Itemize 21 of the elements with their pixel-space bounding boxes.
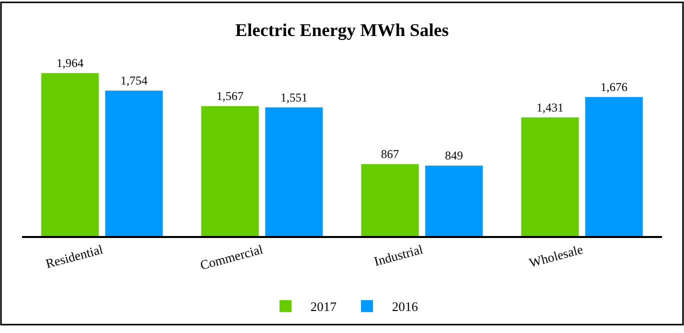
data-label: 1,964: [56, 56, 84, 70]
data-label: 867: [381, 147, 399, 162]
legend-label: 2016: [392, 299, 418, 314]
bar: [41, 73, 99, 236]
chart-title: Electric Energy MWh Sales: [235, 20, 449, 40]
data-label: 1,431: [536, 100, 564, 114]
bar: [425, 166, 483, 236]
bar: [585, 97, 643, 236]
x-tick-label: Industrial: [372, 241, 425, 269]
bar: [521, 117, 579, 236]
bar: [361, 164, 419, 236]
data-label: 1,567: [216, 89, 244, 104]
data-label: 1,676: [600, 80, 628, 94]
x-tick-label: Wholesale: [528, 241, 585, 270]
data-label: 1,754: [120, 74, 148, 88]
data-label: 1,551: [280, 90, 308, 104]
legend-label: 2017: [310, 299, 337, 314]
bar: [201, 106, 259, 236]
bar: [105, 90, 163, 236]
data-label: 849: [445, 148, 463, 163]
bar: [265, 107, 323, 236]
